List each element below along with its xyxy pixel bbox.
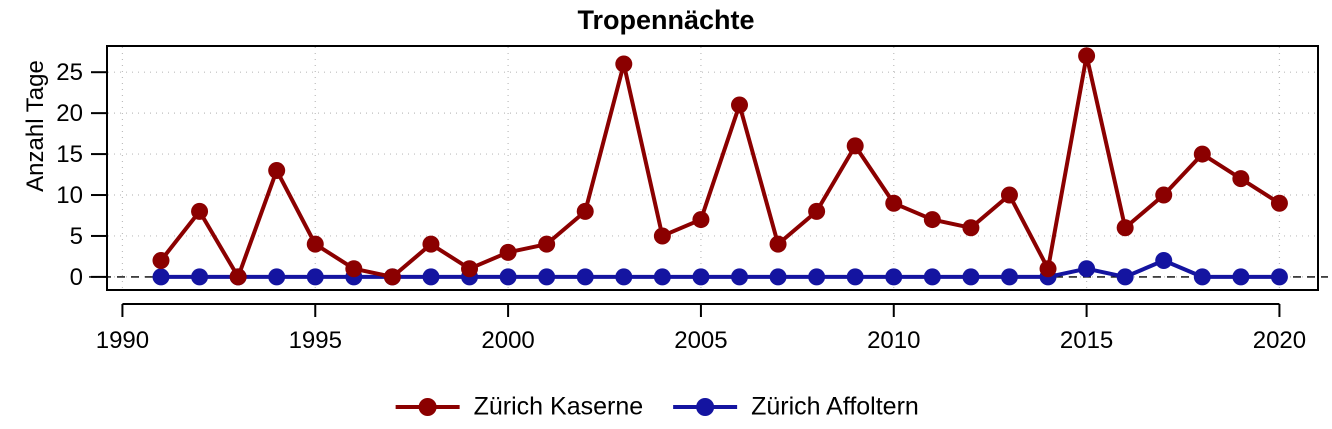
data-point	[538, 268, 556, 286]
data-point	[731, 96, 748, 114]
x-tick-label: 2000	[481, 327, 534, 354]
data-point	[499, 243, 517, 261]
plot-frame	[106, 45, 1319, 291]
data-point	[499, 268, 517, 286]
data-point	[692, 211, 710, 229]
series-zurich-kaserne	[152, 47, 1288, 286]
data-point	[461, 260, 479, 278]
legend-label: Zürich Affoltern	[751, 393, 919, 421]
gridlines	[108, 47, 1317, 289]
x-tick-label: 2005	[674, 327, 727, 354]
data-point	[576, 268, 594, 286]
data-point	[1000, 186, 1018, 204]
data-point	[808, 202, 826, 220]
data-point	[345, 260, 363, 278]
data-point	[383, 268, 401, 286]
legend-marker	[418, 398, 437, 416]
legend-label: Zürich Kaserne	[474, 393, 644, 421]
data-point	[692, 268, 710, 286]
y-axis-ticks: 0 5 10 15 20 25	[56, 59, 107, 291]
data-point	[962, 268, 980, 286]
data-point	[1116, 268, 1134, 286]
data-point	[1193, 145, 1211, 163]
data-point	[306, 235, 324, 253]
data-point	[152, 252, 170, 270]
legend-item-zurich-kaserne[interactable]: Zürich Kaserne	[395, 393, 644, 421]
data-point	[1155, 252, 1173, 270]
data-point	[923, 211, 941, 229]
data-point	[1193, 268, 1211, 286]
series-line	[158, 53, 1282, 279]
x-axis-ticks: 1990 1995 2000 2005 2010 2015 2020	[96, 303, 1306, 354]
data-point	[422, 268, 440, 286]
data-point	[615, 55, 633, 73]
data-point	[422, 235, 440, 253]
data-series	[152, 47, 1288, 286]
data-point	[653, 268, 671, 286]
y-tick-label: 15	[56, 141, 83, 168]
x-tick-label: 1990	[96, 327, 149, 354]
data-point	[1078, 260, 1096, 278]
y-tick-label: 10	[56, 182, 83, 209]
series-zurich-affoltern	[152, 252, 1288, 286]
y-tick-label: 5	[70, 223, 83, 250]
y-tick-label: 20	[56, 100, 83, 127]
series-line	[158, 258, 1282, 279]
data-point	[769, 268, 787, 286]
data-point	[1078, 47, 1096, 65]
data-point	[306, 268, 324, 286]
legend-item-zurich-affoltern[interactable]: Zürich Affoltern	[673, 393, 919, 421]
data-point	[769, 235, 787, 253]
legend-marker	[696, 398, 715, 416]
data-point	[923, 268, 941, 286]
data-point	[1232, 268, 1250, 286]
chart-legend[interactable]: Zürich Kaserne Zürich Affoltern	[395, 393, 919, 421]
data-point	[576, 202, 594, 220]
x-tick-label: 2020	[1253, 327, 1306, 354]
x-tick-label: 2015	[1060, 327, 1113, 354]
data-point	[846, 137, 864, 155]
data-point	[653, 227, 671, 245]
y-tick-label: 25	[56, 59, 83, 86]
data-point	[885, 194, 903, 212]
x-tick-label: 2010	[867, 327, 920, 354]
data-point	[1155, 186, 1173, 204]
data-point	[1000, 268, 1018, 286]
data-point	[538, 235, 556, 253]
data-point	[268, 268, 286, 286]
data-point	[1270, 268, 1288, 286]
data-point	[191, 202, 209, 220]
data-point	[268, 161, 286, 179]
data-point	[229, 268, 247, 286]
data-point	[808, 268, 826, 286]
data-point	[1039, 260, 1057, 278]
data-point	[615, 268, 633, 286]
data-point	[885, 268, 903, 286]
x-tick-label: 1995	[289, 327, 342, 354]
plot-border	[106, 45, 1319, 291]
data-point	[962, 219, 980, 237]
data-point	[1116, 219, 1134, 237]
data-point	[846, 268, 864, 286]
data-point	[191, 268, 209, 286]
chart-title: Tropennächte	[577, 5, 755, 35]
data-point	[731, 268, 748, 286]
data-point	[152, 268, 170, 286]
y-tick-label: 0	[70, 264, 83, 291]
data-point	[1232, 170, 1250, 188]
data-point	[1270, 194, 1288, 212]
